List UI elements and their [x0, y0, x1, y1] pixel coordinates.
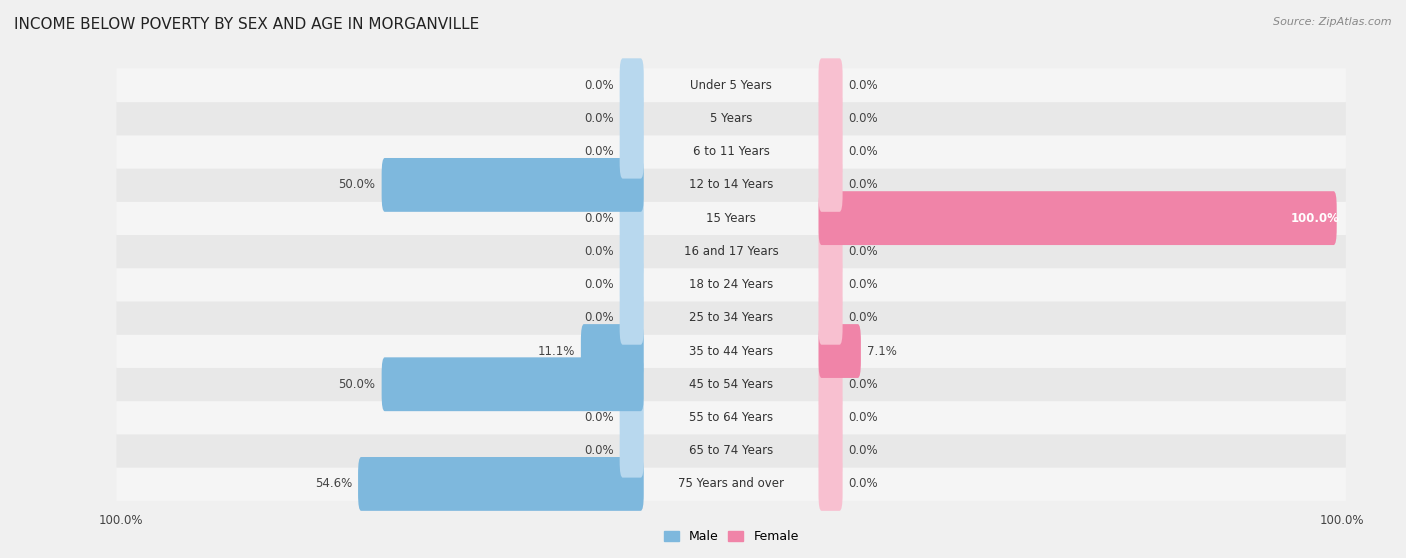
Text: 5 Years: 5 Years [710, 112, 752, 125]
Text: 18 to 24 Years: 18 to 24 Years [689, 278, 773, 291]
FancyBboxPatch shape [620, 224, 644, 278]
FancyBboxPatch shape [117, 168, 1346, 202]
FancyBboxPatch shape [359, 457, 644, 511]
Text: 6 to 11 Years: 6 to 11 Years [693, 145, 769, 158]
Text: 0.0%: 0.0% [849, 444, 879, 457]
Text: 0.0%: 0.0% [849, 411, 879, 424]
FancyBboxPatch shape [117, 134, 1346, 169]
Text: 0.0%: 0.0% [849, 278, 879, 291]
FancyBboxPatch shape [117, 102, 1346, 136]
Legend: Male, Female: Male, Female [658, 525, 804, 548]
FancyBboxPatch shape [117, 367, 1346, 401]
FancyBboxPatch shape [818, 291, 842, 345]
FancyBboxPatch shape [117, 334, 1346, 368]
Text: 0.0%: 0.0% [583, 311, 613, 324]
FancyBboxPatch shape [818, 424, 842, 478]
FancyBboxPatch shape [117, 201, 1346, 235]
Text: 0.0%: 0.0% [583, 211, 613, 225]
Text: 12 to 14 Years: 12 to 14 Years [689, 179, 773, 191]
FancyBboxPatch shape [818, 224, 842, 278]
Text: 0.0%: 0.0% [849, 311, 879, 324]
Text: 0.0%: 0.0% [849, 245, 879, 258]
FancyBboxPatch shape [581, 324, 644, 378]
Text: 0.0%: 0.0% [583, 245, 613, 258]
FancyBboxPatch shape [818, 391, 842, 444]
Text: 0.0%: 0.0% [583, 411, 613, 424]
Text: 25 to 34 Years: 25 to 34 Years [689, 311, 773, 324]
FancyBboxPatch shape [620, 391, 644, 444]
Text: 55 to 64 Years: 55 to 64 Years [689, 411, 773, 424]
FancyBboxPatch shape [818, 158, 842, 212]
FancyBboxPatch shape [620, 125, 644, 179]
Text: 50.0%: 50.0% [339, 378, 375, 391]
Text: 7.1%: 7.1% [868, 344, 897, 358]
Text: 100.0%: 100.0% [98, 514, 143, 527]
FancyBboxPatch shape [117, 301, 1346, 335]
FancyBboxPatch shape [818, 357, 842, 411]
FancyBboxPatch shape [818, 92, 842, 146]
FancyBboxPatch shape [117, 401, 1346, 435]
FancyBboxPatch shape [818, 324, 860, 378]
Text: 0.0%: 0.0% [583, 145, 613, 158]
FancyBboxPatch shape [620, 59, 644, 112]
FancyBboxPatch shape [381, 158, 644, 212]
Text: 11.1%: 11.1% [537, 344, 575, 358]
Text: 50.0%: 50.0% [339, 179, 375, 191]
Text: 75 Years and over: 75 Years and over [678, 478, 785, 490]
FancyBboxPatch shape [818, 125, 842, 179]
FancyBboxPatch shape [620, 191, 644, 245]
Text: 0.0%: 0.0% [849, 478, 879, 490]
FancyBboxPatch shape [117, 68, 1346, 102]
FancyBboxPatch shape [381, 357, 644, 411]
FancyBboxPatch shape [620, 424, 644, 478]
Text: 0.0%: 0.0% [849, 145, 879, 158]
FancyBboxPatch shape [818, 457, 842, 511]
FancyBboxPatch shape [818, 258, 842, 311]
Text: 15 Years: 15 Years [706, 211, 756, 225]
Text: 45 to 54 Years: 45 to 54 Years [689, 378, 773, 391]
Text: 0.0%: 0.0% [849, 179, 879, 191]
Text: 0.0%: 0.0% [849, 378, 879, 391]
FancyBboxPatch shape [620, 92, 644, 146]
Text: 65 to 74 Years: 65 to 74 Years [689, 444, 773, 457]
Text: 0.0%: 0.0% [583, 278, 613, 291]
Text: INCOME BELOW POVERTY BY SEX AND AGE IN MORGANVILLE: INCOME BELOW POVERTY BY SEX AND AGE IN M… [14, 17, 479, 32]
Text: 100.0%: 100.0% [1319, 514, 1364, 527]
Text: 35 to 44 Years: 35 to 44 Years [689, 344, 773, 358]
Text: 0.0%: 0.0% [583, 444, 613, 457]
FancyBboxPatch shape [117, 234, 1346, 268]
FancyBboxPatch shape [620, 258, 644, 311]
Text: 0.0%: 0.0% [849, 79, 879, 92]
Text: 0.0%: 0.0% [583, 79, 613, 92]
FancyBboxPatch shape [818, 191, 1337, 245]
FancyBboxPatch shape [117, 467, 1346, 501]
Text: Source: ZipAtlas.com: Source: ZipAtlas.com [1274, 17, 1392, 27]
Text: Under 5 Years: Under 5 Years [690, 79, 772, 92]
FancyBboxPatch shape [117, 434, 1346, 468]
Text: 100.0%: 100.0% [1291, 211, 1340, 225]
Text: 16 and 17 Years: 16 and 17 Years [683, 245, 779, 258]
FancyBboxPatch shape [818, 59, 842, 112]
Text: 0.0%: 0.0% [583, 112, 613, 125]
Text: 0.0%: 0.0% [849, 112, 879, 125]
Text: 54.6%: 54.6% [315, 478, 352, 490]
FancyBboxPatch shape [117, 268, 1346, 301]
FancyBboxPatch shape [620, 291, 644, 345]
